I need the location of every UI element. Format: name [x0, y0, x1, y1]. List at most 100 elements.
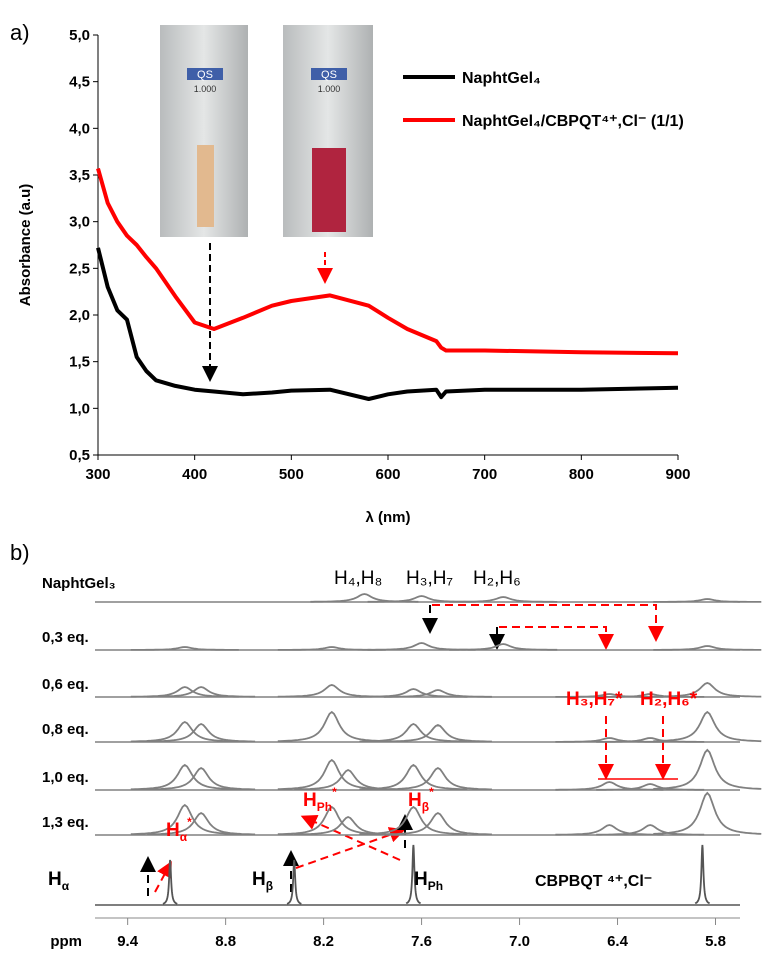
- peak: [359, 722, 468, 743]
- cuvette-label: QS: [321, 69, 337, 81]
- annotation-part: α: [62, 879, 70, 893]
- y-tick-label: 3,0: [69, 214, 90, 231]
- x-tick-label: 400: [182, 466, 207, 483]
- annotation: H₄,H₈: [334, 568, 382, 589]
- trace-label: 1,3 eq.: [42, 814, 89, 831]
- x-tick-label: 800: [569, 466, 594, 483]
- y-tick-label: 1,5: [69, 354, 90, 371]
- cuvette-tag: [187, 68, 223, 80]
- y-tick-label: 5,0: [69, 27, 90, 44]
- annotation-part: H₃,H₇: [406, 568, 453, 589]
- peak: [294, 768, 403, 791]
- peak: [359, 688, 468, 698]
- peak: [555, 737, 664, 743]
- y-tick-label: 4,5: [69, 74, 90, 91]
- cuvette-tag: [311, 68, 347, 80]
- x-tick-label: 9.4: [117, 933, 139, 950]
- peak: [383, 811, 492, 836]
- annotation: H₂,H₆: [473, 568, 521, 589]
- peak: [147, 686, 256, 698]
- x-tick-label: 300: [85, 466, 110, 483]
- peak: [596, 737, 705, 743]
- x-tick-label: 6.4: [607, 933, 629, 950]
- annotation-part: H₃,H₇*: [566, 689, 623, 710]
- peak: [653, 710, 762, 743]
- peak: [555, 693, 664, 698]
- peak: [596, 783, 705, 791]
- annotation-part: *: [187, 815, 192, 829]
- peak: [653, 598, 762, 603]
- peak: [405, 844, 422, 905]
- trace-label: 1,0 eq.: [42, 769, 89, 786]
- peak: [653, 645, 762, 651]
- peak: [359, 763, 468, 791]
- arrow: [295, 827, 406, 869]
- annotation: HPh*: [303, 785, 337, 814]
- y-axis-label: Absorbance (a.u): [17, 184, 34, 307]
- annotation-part: Ph: [428, 879, 443, 893]
- panel-label: a): [10, 20, 30, 45]
- peak: [596, 693, 705, 698]
- trace-label: NaphtGel₃: [42, 575, 116, 592]
- x-tick-label: 5.8: [705, 933, 726, 950]
- trace-label: 0,3 eq.: [42, 629, 89, 646]
- x-tick-label: 900: [665, 466, 690, 483]
- annotation: Hα: [48, 869, 70, 893]
- annotation: Hβ: [252, 869, 273, 893]
- peak: [596, 824, 705, 836]
- legend-label: NaphtGel₄/CBPQT⁴⁺,Cl⁻ (1/1): [462, 113, 684, 130]
- annotation-part: H: [48, 869, 62, 890]
- x-axis-label: ppm: [50, 933, 82, 950]
- annotation: H₃,H₇: [406, 568, 453, 589]
- x-tick-label: 500: [279, 466, 304, 483]
- annotation-part: H: [252, 869, 266, 890]
- x-tick-label: 600: [375, 466, 400, 483]
- panel-a: QS QS 1.000 1.000: [160, 25, 373, 382]
- x-tick-label: 8.2: [313, 933, 334, 950]
- panel-b: [140, 604, 678, 896]
- peak: [277, 684, 386, 698]
- peak: [277, 710, 386, 743]
- peak: [694, 844, 711, 905]
- trace-label: 0,6 eq.: [42, 676, 89, 693]
- annotation: H₃,H₇*: [566, 689, 623, 710]
- peak: [653, 748, 762, 790]
- annotation: Hβ*: [408, 785, 434, 814]
- annotation-part: Ph: [317, 800, 332, 814]
- annotation-part: H: [414, 869, 428, 890]
- peak: [286, 859, 302, 905]
- legend-label: NaphtGel₄: [462, 70, 541, 87]
- y-tick-label: 0,5: [69, 447, 90, 464]
- peak: [449, 643, 558, 651]
- annotation-part: H₂,H₆: [473, 568, 521, 589]
- peak: [383, 689, 492, 698]
- arrow: [300, 814, 401, 861]
- trace-label: 0,8 eq.: [42, 721, 89, 738]
- y-tick-label: 1,0: [69, 400, 90, 417]
- peak: [162, 859, 178, 905]
- peak: [383, 766, 492, 791]
- cuvette-number: 1.000: [318, 84, 341, 94]
- y-tick-label: 2,5: [69, 260, 90, 277]
- arrow: [432, 604, 664, 642]
- annotation-part: H₂,H₆*: [640, 689, 698, 710]
- x-tick-label: 8.8: [215, 933, 236, 950]
- y-tick-label: 4,0: [69, 120, 90, 137]
- cuvette-gel: [312, 148, 346, 232]
- peak: [555, 781, 664, 791]
- y-tick-label: 3,5: [69, 167, 90, 184]
- peak: [147, 811, 256, 836]
- peak: [383, 724, 492, 743]
- peak: [367, 642, 476, 651]
- series-line: [96, 167, 679, 356]
- annotation-part: *: [429, 785, 434, 799]
- x-tick-label: 7.0: [509, 933, 530, 950]
- cuvette-gel: [197, 145, 214, 227]
- peak: [147, 766, 256, 791]
- annotation-part: *: [332, 785, 337, 799]
- annotation: HPh: [414, 869, 443, 893]
- annotation-part: β: [266, 879, 273, 893]
- peak: [653, 682, 762, 698]
- annotation: H₂,H₆*: [640, 689, 698, 710]
- annotation: Hα*: [166, 815, 192, 844]
